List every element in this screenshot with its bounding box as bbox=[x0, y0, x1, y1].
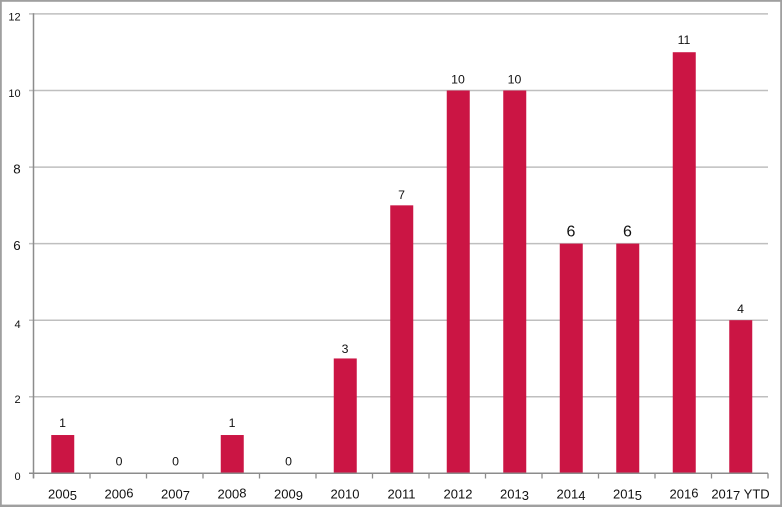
svg-text:4: 4 bbox=[14, 319, 20, 331]
svg-text:2: 2 bbox=[14, 394, 20, 406]
svg-text:2013: 2013 bbox=[500, 487, 529, 504]
svg-text:2012: 2012 bbox=[444, 487, 473, 502]
svg-text:2011: 2011 bbox=[388, 487, 416, 502]
svg-text:7: 7 bbox=[398, 188, 405, 202]
svg-text:2010: 2010 bbox=[331, 487, 360, 502]
svg-text:10: 10 bbox=[508, 72, 522, 86]
svg-text:2009: 2009 bbox=[274, 487, 303, 504]
svg-text:6: 6 bbox=[567, 224, 576, 241]
svg-text:1: 1 bbox=[59, 416, 66, 430]
svg-text:11: 11 bbox=[678, 33, 691, 47]
svg-text:1: 1 bbox=[229, 416, 236, 430]
svg-text:2006: 2006 bbox=[105, 486, 134, 502]
svg-text:6: 6 bbox=[623, 224, 632, 241]
svg-text:2014: 2014 bbox=[557, 487, 586, 504]
svg-text:2007: 2007 bbox=[161, 487, 190, 504]
svg-text:0: 0 bbox=[14, 471, 20, 483]
svg-text:2016: 2016 bbox=[670, 486, 699, 502]
svg-text:0: 0 bbox=[116, 454, 123, 468]
svg-text:2008: 2008 bbox=[218, 486, 247, 502]
svg-text:2005: 2005 bbox=[48, 487, 77, 504]
svg-text:12: 12 bbox=[8, 11, 20, 23]
svg-text:4: 4 bbox=[737, 302, 744, 316]
svg-text:0: 0 bbox=[172, 454, 179, 468]
svg-text:8: 8 bbox=[13, 162, 20, 177]
svg-text:2015: 2015 bbox=[613, 487, 642, 504]
svg-text:6: 6 bbox=[13, 238, 20, 253]
svg-text:2017 YTD: 2017 YTD bbox=[711, 487, 769, 504]
svg-text:10: 10 bbox=[451, 72, 465, 86]
svg-text:3: 3 bbox=[342, 342, 349, 356]
svg-text:10: 10 bbox=[8, 88, 20, 100]
svg-text:0: 0 bbox=[285, 454, 292, 468]
